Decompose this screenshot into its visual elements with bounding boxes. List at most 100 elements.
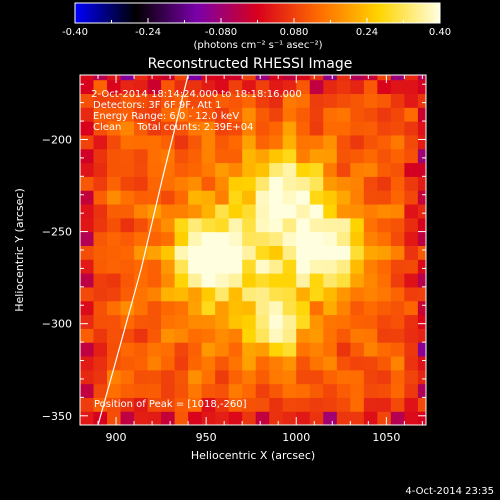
heatmap-cell	[377, 134, 392, 150]
heatmap-cell	[161, 107, 176, 122]
heatmap-cell	[377, 245, 392, 260]
heatmap-cell	[269, 231, 284, 246]
heatmap-cell	[174, 162, 189, 177]
heatmap-cell	[107, 75, 122, 81]
heatmap-cell	[188, 273, 203, 288]
heatmap-cell	[282, 217, 297, 233]
heatmap-cell	[377, 411, 392, 425]
heatmap-cell	[363, 79, 378, 95]
heatmap-cell	[296, 217, 311, 233]
heatmap-cell	[93, 245, 108, 260]
heatmap-cell	[363, 75, 378, 81]
heatmap-cell	[107, 176, 122, 191]
heatmap-cell	[309, 176, 324, 191]
heatmap-cell	[228, 75, 243, 81]
heatmap-cell	[80, 328, 95, 343]
heatmap-cell	[228, 190, 243, 205]
heatmap-cell	[93, 383, 108, 398]
heatmap-cell	[336, 176, 351, 191]
heatmap-cell	[269, 121, 284, 136]
heatmap-cell	[201, 176, 216, 191]
heatmap-cell	[93, 369, 108, 385]
heatmap-cell	[201, 162, 216, 177]
heatmap-cell	[134, 259, 149, 274]
heatmap-cell	[390, 411, 405, 425]
heatmap-cell	[255, 259, 270, 274]
heatmap-cell	[228, 411, 243, 425]
heatmap-cell	[188, 176, 203, 191]
heatmap-cell	[296, 273, 311, 288]
heatmap-cell	[215, 93, 230, 108]
heatmap-cell	[201, 203, 216, 219]
heatmap-cell	[390, 176, 405, 191]
heatmap-cell	[161, 355, 176, 371]
heatmap-cell	[269, 369, 284, 385]
x-axis-label: Heliocentric X (arcsec)	[191, 449, 315, 462]
heatmap-cell	[377, 107, 392, 122]
heatmap-cell	[309, 369, 324, 385]
heatmap-cell	[417, 190, 426, 205]
heatmap-cell	[417, 397, 426, 412]
heatmap-cell	[134, 355, 149, 371]
heatmap-cell	[404, 411, 419, 425]
heatmap-cell	[174, 134, 189, 150]
heatmap-cell	[161, 231, 176, 246]
heatmap-cell	[242, 328, 257, 343]
heatmap-cell	[255, 355, 270, 371]
heatmap-cell	[134, 176, 149, 191]
heatmap-cell	[404, 273, 419, 288]
heatmap-cell	[215, 162, 230, 177]
heatmap-cell	[147, 286, 162, 302]
heatmap-cell	[174, 314, 189, 329]
heatmap-cell	[107, 217, 122, 233]
heatmap-cell	[404, 190, 419, 205]
heatmap-cell	[201, 328, 216, 343]
heatmap-cell	[404, 162, 419, 177]
heatmap-cell	[201, 93, 216, 108]
heatmap-cell	[269, 259, 284, 274]
heatmap-cell	[93, 314, 108, 329]
heatmap-cell	[350, 342, 365, 357]
heatmap-cell	[255, 75, 270, 81]
heatmap-cell	[188, 121, 203, 136]
colorbar-tick-label: 0.080	[280, 27, 309, 38]
heatmap-cell	[228, 286, 243, 302]
annotation-energy-range: Energy Range: 6.0 - 12.0 keV	[93, 111, 239, 122]
heatmap-cell	[228, 314, 243, 329]
heatmap-cell	[363, 342, 378, 357]
heatmap-cell	[174, 121, 189, 136]
heatmap-cell	[242, 134, 257, 150]
heatmap-cell	[323, 383, 338, 398]
heatmap-cell	[282, 203, 297, 219]
heatmap-cell	[282, 300, 297, 316]
heatmap-cell	[255, 176, 270, 191]
heatmap-cell	[350, 176, 365, 191]
heatmap-cell	[309, 162, 324, 177]
heatmap-cell	[201, 259, 216, 274]
heatmap-cell	[120, 411, 135, 425]
heatmap-cell	[377, 259, 392, 274]
heatmap-cell	[161, 383, 176, 398]
heatmap-cell	[242, 286, 257, 302]
heatmap-cell	[390, 286, 405, 302]
heatmap-cell	[174, 75, 189, 81]
heatmap-cell	[201, 342, 216, 357]
heatmap-cell	[255, 107, 270, 122]
axis-tick-marks	[79, 75, 426, 425]
heatmap-cell	[161, 217, 176, 233]
heatmap-cell	[161, 176, 176, 191]
heatmap-cell	[188, 217, 203, 233]
heatmap-cell	[120, 300, 135, 316]
heatmap-cell	[404, 328, 419, 343]
heatmap-cell	[363, 134, 378, 150]
heatmap-cell	[377, 286, 392, 302]
heatmap-cell	[242, 259, 257, 274]
heatmap-cell	[269, 148, 284, 164]
heatmap-cell	[215, 342, 230, 357]
heatmap-cell	[323, 397, 338, 412]
heatmap-cell	[390, 397, 405, 412]
heatmap-cell	[215, 134, 230, 150]
heatmap-cell	[350, 300, 365, 316]
heatmap-cell	[296, 300, 311, 316]
heatmap-cell	[323, 176, 338, 191]
